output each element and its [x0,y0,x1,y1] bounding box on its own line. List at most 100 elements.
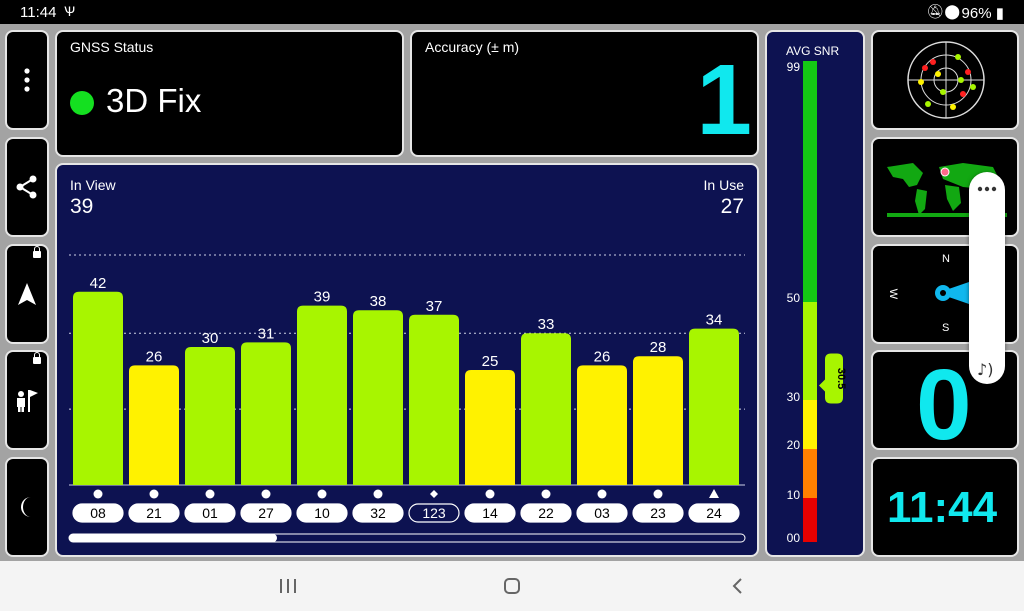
snr-bar [633,356,683,485]
gnss-status-panel[interactable] [55,30,404,157]
satellite-id-label: 32 [370,505,386,521]
constellation-marker [149,489,159,499]
more-horiz-icon[interactable] [969,172,1005,208]
bar-value-label: 31 [258,325,275,342]
snr-tick: 50 [786,291,800,305]
map-marker-person-icon [17,390,38,412]
bar-value-label: 30 [202,330,219,347]
battery-icon: ▮ [995,5,1004,22]
status-time: 11:44 [20,4,57,21]
compass-south: S [942,322,950,334]
gnss-status-title: GNSS Status [70,39,154,55]
avg-snr-indicator [819,353,843,404]
satellite-id-label: 21 [146,505,162,521]
avg-snr-scale: 30.5 [803,61,847,542]
avg-snr-title: AVG SNR [786,44,840,58]
satellite-id-pill [688,503,740,523]
navigation-button[interactable] [5,244,49,344]
satellite-id-pill [352,503,404,523]
satellite-id-pill [576,503,628,523]
snr-bar [409,314,459,485]
status-bar: 11:44 Ѱ 🔕︎ ⬤ 96% ▮ [0,0,1024,24]
constellation-marker [485,489,495,499]
battery-level: 96% ▮ [961,5,1004,22]
bar-value-label: 26 [146,348,163,365]
compass-west: W [887,288,900,300]
satellite-id-label: 10 [314,505,330,521]
constellation-marker [317,489,327,499]
avg-snr-value: 30.5 [835,368,847,389]
snr-scale-segment [803,302,817,400]
mute-icon: 🔕︎ [926,3,944,19]
constellation-marker [373,489,383,499]
sky-view-panel[interactable] [871,30,1019,130]
snr-scale-segment [803,61,817,302]
accuracy-panel[interactable] [410,30,759,157]
bar-value-label: 39 [314,289,331,306]
clock-panel[interactable]: 11:44 [871,457,1019,557]
back-icon[interactable] [730,577,744,595]
snr-tick: 20 [786,438,800,452]
compass-north: N [942,253,950,265]
snr-tick: 30 [786,390,800,404]
tracker-button[interactable] [5,350,49,450]
snr-bar [689,328,739,485]
system-nav-bar [0,561,1024,611]
satellite-id-label: 03 [594,505,610,521]
night-mode-button[interactable] [5,457,49,557]
home-icon[interactable] [503,577,521,595]
satellite-id-pill [520,503,572,523]
in-view-label: In View [70,177,116,193]
lock-icon [33,352,41,364]
accuracy-value: 1 [696,44,752,156]
in-view-value: 39 [70,195,94,218]
scroll-thumb[interactable] [69,534,277,542]
snr-scale-segment [803,498,817,542]
snr-bar-chart: 42 08 26 21 30 01 31 27 39 10 38 32 37 123 25 14 33 22 26 0… [68,254,746,543]
snr-bar [465,370,515,485]
bar-value-label: 25 [482,353,499,370]
snr-bar [241,342,291,485]
menu-button[interactable] [5,30,49,130]
constellation-marker [541,489,551,499]
lock-icon [33,246,41,258]
bar-value-label: 38 [370,293,387,310]
satellite-id-pill [72,503,124,523]
satellite-id-pill [464,503,516,523]
notification-icon: Ѱ [64,3,76,19]
compass-needle [935,282,969,304]
audio-icon[interactable]: ♪) [969,352,1005,388]
bar-value-label: 26 [594,348,611,365]
recent-apps-icon[interactable] [278,578,298,594]
in-use-value: 27 [720,195,744,218]
sky-plot [907,41,985,119]
constellation-marker [430,490,438,498]
more-vert-icon [24,68,30,92]
snr-scale-segment [803,449,817,498]
constellation-marker [93,489,103,499]
satellite-id-label: 123 [422,505,446,521]
snr-bar [577,365,627,485]
satellite-id-label: 27 [258,505,274,521]
svg-text:♪): ♪) [977,360,993,379]
snr-bar [297,305,347,485]
satellite-id-label: 01 [202,505,218,521]
constellation-marker [709,489,719,498]
floating-toolbar[interactable]: ♪) [969,172,1005,384]
fix-status-text: 3D Fix [106,82,202,119]
navigation-icon [18,283,36,305]
snr-scale-segment [803,400,817,449]
satellite-id-label: 14 [482,505,498,521]
share-button[interactable] [5,137,49,237]
accuracy-title: Accuracy (± m) [425,39,520,55]
snr-tick: 00 [786,531,800,545]
constellation-marker [205,489,215,499]
satellite-id-pill [184,503,236,523]
moon-icon [21,497,31,517]
satellite-id-pill [632,503,684,523]
satellite-id-label: 24 [706,505,722,521]
location-icon: ⬤ [944,3,960,19]
satellite-id-pill [240,503,292,523]
bar-value-label: 34 [706,312,723,329]
